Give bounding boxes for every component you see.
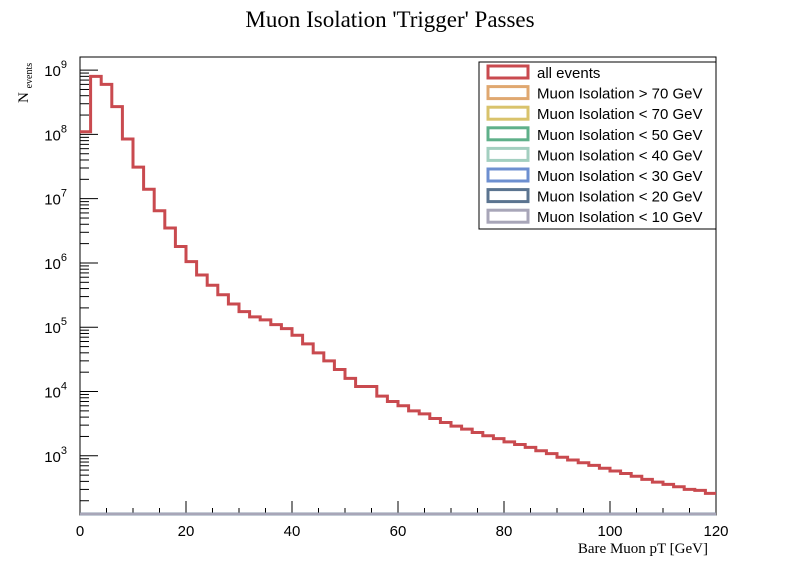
y-tick-label: 104 (44, 381, 67, 402)
chart-title: Muon Isolation 'Trigger' Passes (245, 7, 534, 32)
y-tick-label: 107 (44, 188, 67, 209)
y-tick-base: 10 (44, 192, 61, 209)
y-axis-ticks (80, 69, 98, 502)
y-tick-label: 103 (44, 445, 67, 466)
y-tick-label: 109 (44, 59, 67, 80)
legend-label: Muon Isolation < 70 GeV (537, 106, 703, 123)
legend-label: Muon Isolation < 40 GeV (537, 147, 703, 164)
y-tick-base: 10 (44, 256, 61, 273)
y-axis-label: N events (16, 63, 35, 103)
x-tick-label: 100 (597, 523, 622, 540)
x-tick-label: 80 (496, 523, 513, 540)
y-tick-exponent: 7 (61, 188, 67, 200)
legend-swatch (486, 64, 530, 80)
y-tick-base: 10 (44, 385, 61, 402)
legend-swatch (486, 146, 530, 162)
y-tick-exponent: 8 (61, 123, 67, 135)
legend-label: all events (537, 65, 600, 82)
legend-swatch (486, 105, 530, 121)
y-tick-exponent: 6 (61, 252, 67, 264)
y-axis-label-main: N (16, 92, 32, 103)
y-tick-exponent: 3 (61, 445, 67, 457)
legend-swatch (486, 208, 530, 224)
y-tick-label: 105 (44, 316, 67, 337)
y-tick-base: 10 (44, 449, 61, 466)
y-axis-label-sub: events (24, 63, 35, 89)
y-tick-base: 10 (44, 320, 61, 337)
legend-label: Muon Isolation < 50 GeV (537, 127, 703, 144)
x-tick-label: 20 (178, 523, 195, 540)
legend-swatch (486, 167, 530, 183)
series-histogram-line (80, 74, 716, 495)
legend-swatch (486, 188, 530, 204)
legend: all events Muon Isolation > 70 GeV Muon Is… (478, 61, 717, 230)
y-tick-base: 10 (44, 63, 61, 80)
y-tick-exponent: 5 (61, 316, 67, 328)
y-tick-base: 10 (44, 127, 61, 144)
y-tick-label: 108 (44, 123, 67, 144)
y-tick-label: 106 (44, 252, 67, 273)
x-tick-label: 60 (390, 523, 407, 540)
x-tick-label: 0 (76, 523, 84, 540)
y-tick-exponent: 4 (61, 381, 67, 393)
x-axis-label: Bare Muon pT [GeV] (578, 541, 708, 557)
series-layer (80, 74, 716, 516)
legend-label: Muon Isolation < 20 GeV (537, 189, 703, 206)
legend-label: Muon Isolation < 30 GeV (537, 168, 703, 185)
legend-entries: all events Muon Isolation > 70 GeV Muon Is… (486, 64, 703, 226)
x-axis-tick-labels: 0 20 40 60 80 100 120 (76, 523, 729, 540)
y-tick-exponent: 9 (61, 59, 67, 71)
legend-label: Muon Isolation > 70 GeV (537, 86, 703, 103)
x-tick-label: 120 (703, 523, 728, 540)
legend-swatch (486, 85, 530, 101)
x-tick-label: 40 (284, 523, 301, 540)
legend-swatch (486, 126, 530, 142)
legend-label: Muon Isolation < 10 GeV (537, 209, 703, 226)
